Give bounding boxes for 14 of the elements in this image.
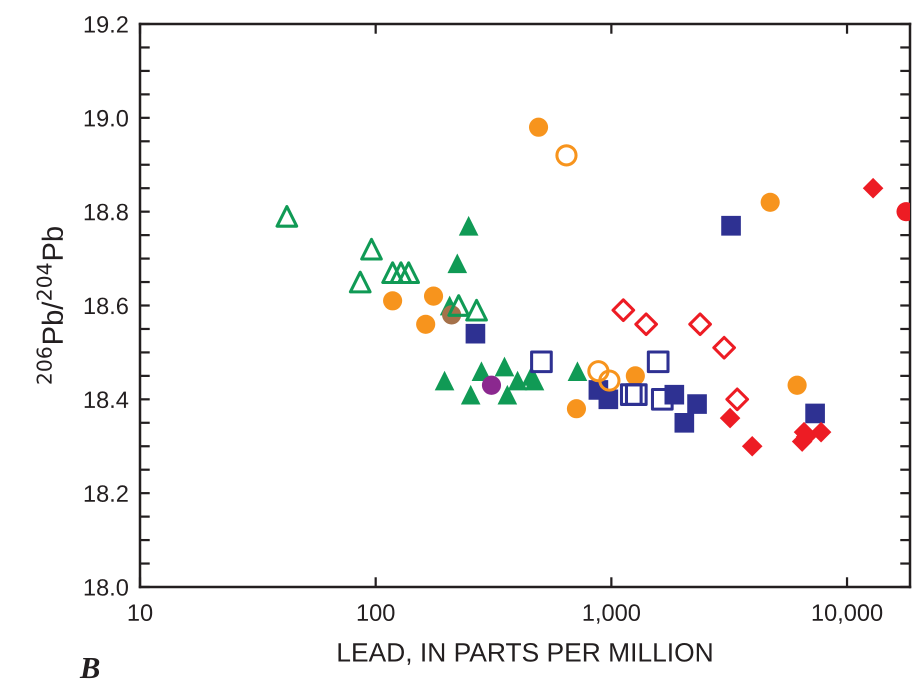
x-tick-label: 10 — [128, 604, 152, 622]
x-axis-title: LEAD, IN PARTS PER MILLION — [338, 643, 712, 665]
y-tick-label: 18.4 — [84, 391, 128, 408]
y-tick-label: 18.8 — [84, 204, 128, 220]
y-tick-label: 18.6 — [84, 298, 128, 314]
y-tick-label: 18.0 — [84, 579, 128, 596]
y-axis-title: $^{206}$Pb/$^{204}$Pb — [36, 227, 64, 384]
text: B — [80, 658, 100, 678]
x-tick-label: 100 — [358, 604, 394, 622]
x-tick-label: 1,000 — [584, 604, 640, 624]
y-tick-label: 19.2 — [84, 16, 128, 33]
y-tick-label: 19.0 — [84, 110, 128, 127]
x-tick-label: 10,000 — [812, 604, 882, 624]
y-tick-label: 18.2 — [84, 485, 128, 502]
